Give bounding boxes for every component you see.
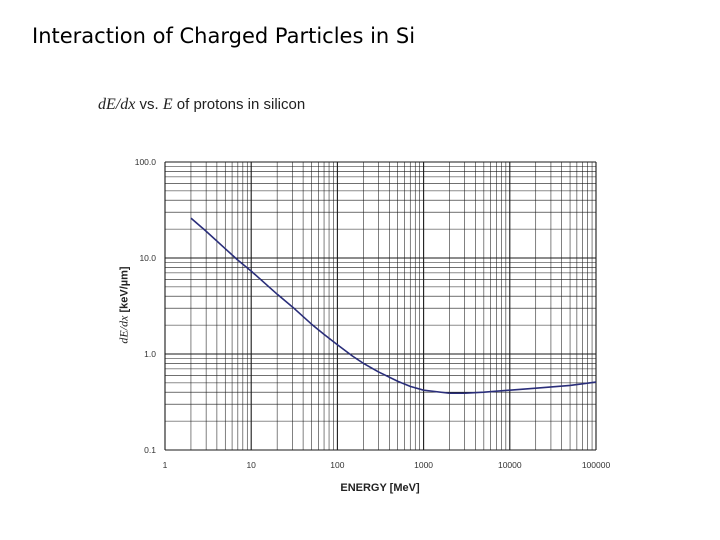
y-tick-label: 0.1 — [144, 445, 156, 455]
x-tick-label: 100000 — [582, 460, 611, 470]
slide-title: Interaction of Charged Particles in Si — [32, 24, 416, 48]
y-tick-label: 100.0 — [135, 157, 157, 167]
chart-tick-labels: 1 10 100 1000 10000 100000 0.1 1.0 10.0 100.0 — [135, 157, 611, 470]
chart-title-var1: dE/dx — [98, 96, 136, 113]
series-line-protons — [190, 217, 597, 395]
y-axis-label-var: dE/dx — [116, 315, 131, 344]
x-tick-label: 10 — [246, 460, 256, 470]
x-tick-label: 1000 — [414, 460, 433, 470]
chart-series-group — [190, 217, 597, 395]
y-tick-label: 10.0 — [139, 253, 156, 263]
chart-title-tail: of protons in silicon — [172, 96, 306, 113]
y-tick-label: 1.0 — [144, 349, 156, 359]
x-tick-label: 10000 — [498, 460, 522, 470]
chart-title-vs: vs. — [135, 96, 163, 113]
y-axis-label-unit: [keV/µm] — [118, 266, 131, 316]
chart-title-var2: E — [162, 96, 173, 113]
x-axis-label: ENERGY [MeV] — [340, 482, 420, 494]
y-axis-label: dE/dx [keV/µm] — [117, 266, 132, 343]
chart-title: dE/dx vs. E of protons in silicon — [98, 96, 305, 114]
chart-grid — [164, 161, 597, 451]
x-tick-label: 100 — [330, 460, 344, 470]
x-tick-label: 1 — [163, 460, 168, 470]
